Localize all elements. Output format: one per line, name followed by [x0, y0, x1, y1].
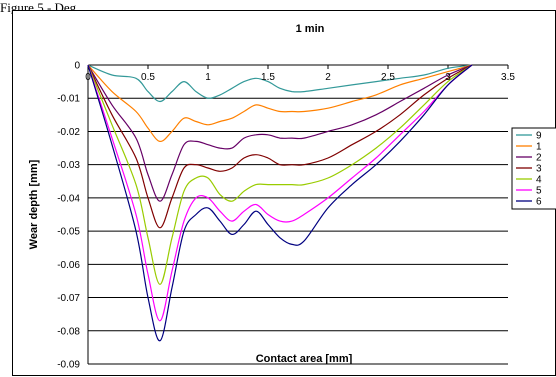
chart-title: 1 min: [296, 23, 325, 35]
y-tick-label: -0.07: [57, 293, 80, 304]
x-tick-label: 0: [85, 72, 91, 83]
series-line-1: [87, 64, 473, 143]
legend-label: 9: [536, 131, 542, 142]
y-tick-label: -0.09: [57, 360, 80, 371]
chart-svg: 0 -0.01 -0.02 -0.03 -0.04 -0.05 -0.06 -0.07 -0.0…: [28, 23, 556, 371]
x-tick-label: 2.5: [381, 72, 395, 83]
y-tick-label: -0.08: [57, 326, 80, 337]
x-tick-label: 3.5: [501, 72, 515, 83]
x-tick-label: 3: [445, 72, 451, 83]
series-line-6: [87, 64, 473, 342]
y-tick-label: -0.02: [57, 127, 80, 138]
y-tick-label: -0.01: [57, 94, 80, 105]
y-tick-label: -0.04: [57, 193, 80, 204]
legend-label: 4: [536, 175, 542, 186]
legend-label: 3: [536, 164, 542, 175]
x-tick-label: 1: [205, 72, 211, 83]
legend-label: 1: [536, 142, 542, 153]
x-tick-label: 0.5: [141, 72, 155, 83]
axes: [87, 64, 509, 365]
y-tick-label: -0.06: [57, 260, 80, 271]
tick-labels: 0 -0.01 -0.02 -0.03 -0.04 -0.05 -0.06 -0.07 -0.0…: [57, 61, 515, 371]
x-tick-label: 2: [325, 72, 331, 83]
series-line-2: [87, 64, 473, 202]
chart-area: 0 -0.01 -0.02 -0.03 -0.04 -0.05 -0.06 -0.07 -0.0…: [12, 10, 556, 376]
legend-label: 6: [536, 197, 542, 208]
series-line-3: [87, 64, 473, 229]
y-tick-label: -0.05: [57, 227, 80, 238]
chart-labels: 1 min Contact area [mm] Wear depth [mm]: [28, 23, 353, 365]
x-tick-label: 1.5: [261, 72, 275, 83]
x-axis-title: Contact area [mm]: [256, 353, 353, 365]
y-tick-label: -0.03: [57, 160, 80, 171]
series-lines: [87, 64, 473, 342]
y-axis-title: Wear depth [mm]: [28, 159, 40, 249]
series-line-4: [87, 64, 473, 285]
series-line-9: [87, 64, 473, 103]
legend-label: 2: [536, 153, 542, 164]
legend-label: 5: [536, 186, 542, 197]
series-line-5: [87, 64, 473, 322]
y-tick-label: 0: [74, 61, 80, 72]
